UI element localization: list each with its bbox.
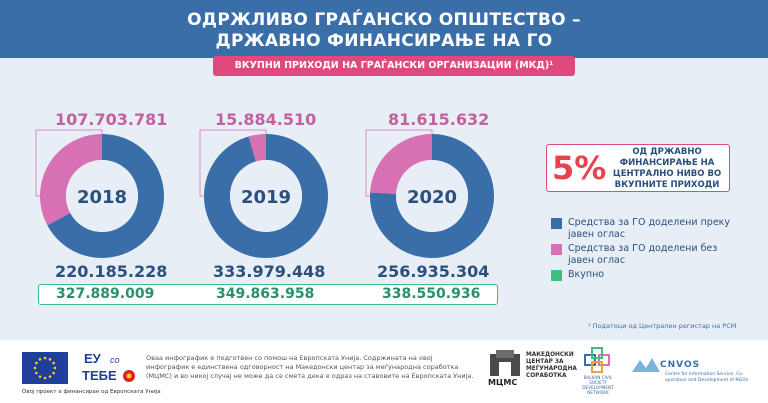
eu-star-icon (52, 361, 55, 365)
eu-with-you-logo: ЕУ со ТЕБЕ (80, 350, 138, 386)
page-title-line2: ДРЖАВНО ФИНАНСИРАЊЕ НА ГО (215, 31, 553, 51)
legend-swatch-total (551, 270, 562, 281)
cnvos-logo-text: Centre for Information Service, Co-opera… (665, 372, 749, 383)
donut-hole-2018 (66, 160, 138, 232)
percent-callout (546, 144, 730, 192)
eu-star-icon (43, 376, 47, 380)
page-title-line1: ОДРЖЛИВО ГРАЃАНСКО ОПШТЕСТВО – (187, 10, 581, 30)
totals-box (38, 284, 498, 305)
disclaimer-text: Оваа инфографик е подготвен со помош на … (146, 354, 474, 380)
footnote: ¹ Податоци од Централен регистар на РСМ (588, 322, 737, 330)
mcms-logo (488, 350, 522, 376)
chart-subtitle: ВКУПНИ ПРИХОДИ НА ГРАЃАНСКИ ОРГАНИЗАЦИИ … (213, 56, 575, 76)
donut-slice-no-public-call-2020 (370, 134, 432, 194)
percent-value: 5% (552, 149, 607, 187)
donut-year-label-2020: 2020 (407, 187, 457, 208)
value-total-2020: 338.550.936 (382, 286, 481, 302)
legend-label-no-public-call: Средства за ГО доделени без јавен оглас (568, 243, 718, 266)
value-total-2018: 327.889.009 (56, 286, 155, 302)
legend-label-public-call: Средства за ГО доделени преку јавен огла… (568, 217, 731, 240)
eu-star-icon (38, 375, 42, 378)
eu-star-icon (48, 358, 52, 361)
donut-hole-2019 (230, 160, 302, 232)
value-public-call-2019: 333.979.448 (213, 262, 326, 281)
eu-star-icon (35, 361, 38, 365)
mcms-acronym: МЦМС (488, 378, 518, 387)
svg-text:ЕУ: ЕУ (84, 351, 102, 366)
eu-funding-caption: Овој проект е финансиран од Европската У… (22, 389, 161, 395)
eu-star-icon (43, 356, 47, 360)
cnvos-acronym: CNVOS (660, 360, 701, 370)
bcsdn-logo-text: BALKAN CIVIL SOCIETY DEVELOPMENT NETWORK (582, 375, 614, 395)
eu-star-icon (52, 371, 55, 375)
svg-text:со: со (110, 355, 120, 365)
donut-slice-public-call-2019 (203, 134, 328, 258)
eu-star-icon (53, 366, 57, 370)
value-no-public-call-2018: 107.703.781 (55, 110, 168, 129)
eu-star-icon (33, 366, 37, 370)
eu-star-icon (38, 358, 42, 361)
donut-slice-no-public-call-2019 (248, 134, 266, 162)
donut-year-label-2019: 2019 (241, 187, 291, 208)
donut-slice-public-call-2020 (370, 134, 495, 258)
donut-slice-no-public-call-2018 (40, 134, 102, 226)
donut-year-label-2018: 2018 (77, 187, 127, 208)
value-no-public-call-2019: 15.884.510 (215, 110, 317, 129)
legend-swatch-no-public-call (551, 244, 562, 255)
donut-slice-public-call-2018 (47, 134, 165, 258)
value-public-call-2020: 256.935.304 (377, 262, 490, 281)
legend-swatch-public-call (551, 218, 562, 229)
svg-text:ТЕБЕ: ТЕБЕ (82, 368, 117, 383)
mcms-logo-text: МАКЕДОНСКИ ЦЕНТАР ЗА МЕЃУНАРОДНА СОРАБОТ… (526, 352, 577, 379)
header-banner: ОДРЖЛИВО ГРАЃАНСКО ОПШТЕСТВО – ДРЖАВНО Ф… (0, 0, 768, 58)
legend-label-total: Вкупно (568, 269, 605, 280)
eu-flag-logo (22, 352, 68, 384)
percent-description: ОД ДРЖАВНО ФИНАНСИРАЊЕ НА ЦЕНТРАЛНО НИВО… (612, 147, 722, 190)
bcsdn-logo (582, 345, 612, 375)
eu-star-icon (35, 371, 38, 375)
value-total-2019: 349.863.958 (216, 286, 315, 302)
cnvos-logo-mark (632, 354, 660, 372)
value-no-public-call-2020: 81.615.632 (388, 110, 490, 129)
eu-star-icon (48, 375, 52, 378)
value-public-call-2018: 220.185.228 (55, 262, 168, 281)
donut-hole-2020 (396, 160, 468, 232)
